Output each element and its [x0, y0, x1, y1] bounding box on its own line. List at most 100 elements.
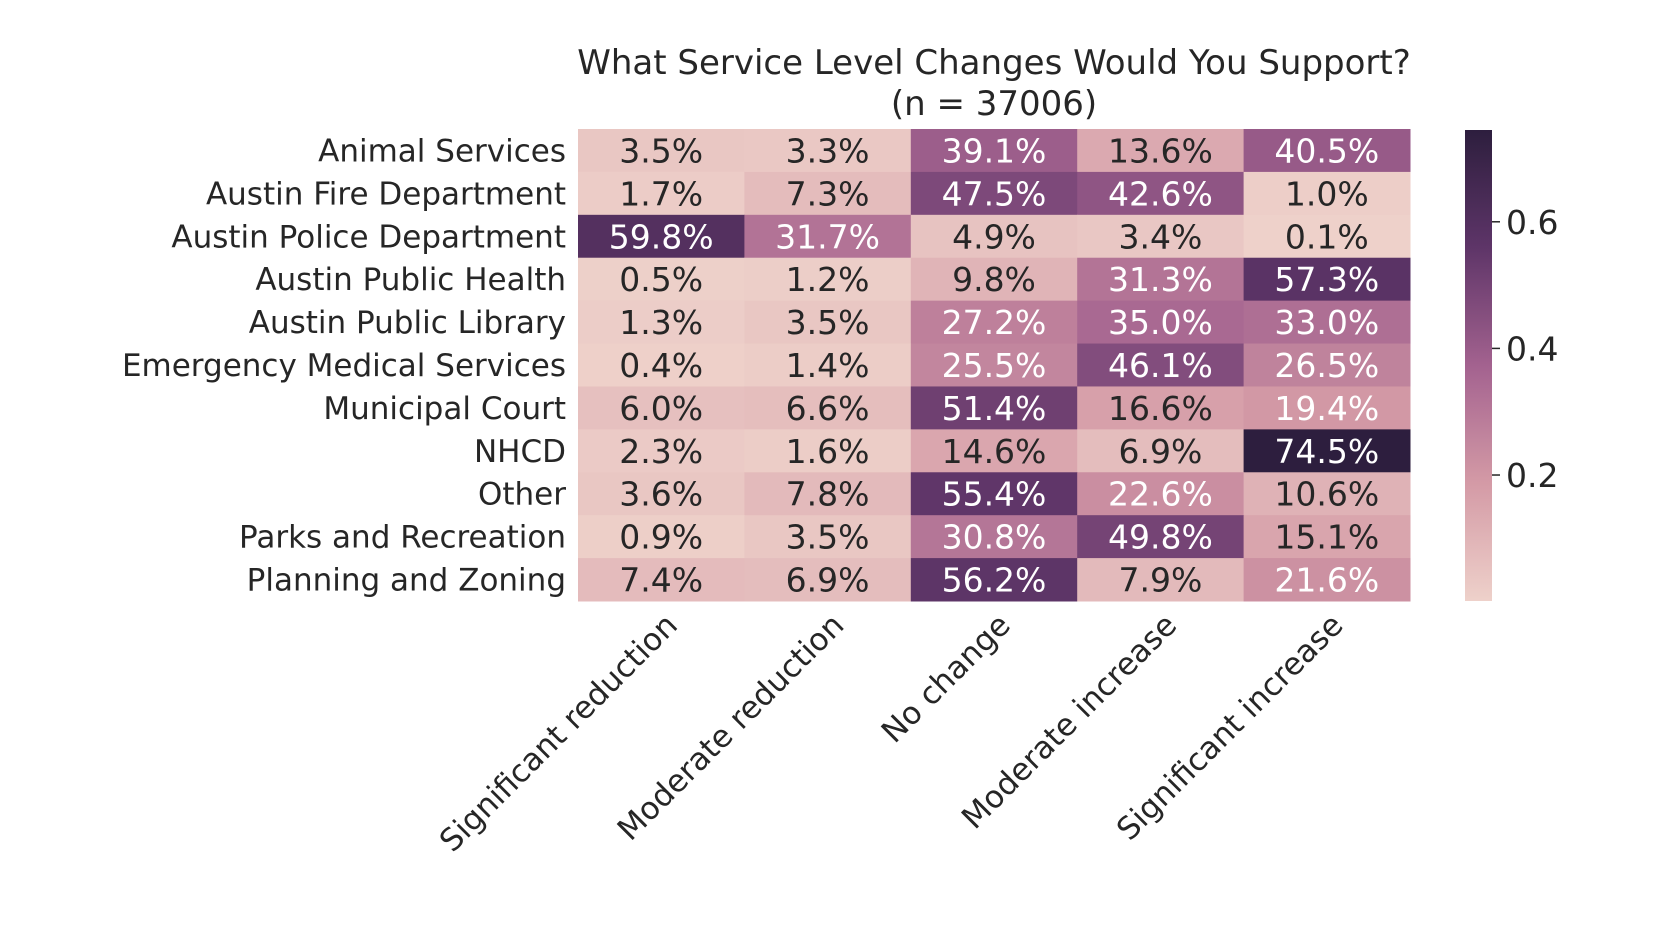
heatmap-cell — [578, 429, 745, 473]
heatmap-cell — [744, 257, 912, 302]
heatmap-cell — [910, 386, 1078, 430]
heatmap-cell — [1243, 386, 1411, 430]
cell-label: 7.4% — [619, 561, 703, 600]
heatmap-cell — [910, 300, 1078, 345]
heatmap-cell — [1077, 429, 1245, 473]
heatmap-cell — [578, 472, 745, 516]
cell-label: 19.4% — [1274, 389, 1379, 428]
cell-label: 31.7% — [775, 217, 880, 256]
heatmap-cell — [910, 171, 1078, 216]
cell-label: 6.9% — [786, 561, 870, 600]
heatmap-cell — [910, 558, 1078, 602]
cell-label: 42.6% — [1108, 174, 1213, 213]
cell-label: 4.9% — [952, 217, 1036, 256]
row-label: Planning and Zoning — [247, 563, 566, 599]
heatmap-cell — [1077, 515, 1245, 559]
cell-label: 31.3% — [1108, 260, 1213, 299]
cell-label: 10.6% — [1274, 475, 1379, 514]
heatmap-cell — [1077, 257, 1245, 302]
heatmap-cell — [578, 171, 745, 216]
row-label: NHCD — [474, 434, 566, 470]
row-label: Other — [478, 477, 566, 513]
heatmap-cell — [1243, 300, 1411, 345]
cell-label: 55.4% — [942, 475, 1047, 514]
row-label: Municipal Court — [323, 391, 566, 427]
heatmap-cell — [744, 429, 912, 473]
cell-label: 35.0% — [1108, 303, 1213, 342]
heatmap-cell — [744, 300, 912, 345]
cell-label: 59.8% — [609, 217, 714, 256]
heatmap-cell — [744, 171, 912, 216]
heatmap-cell — [578, 300, 745, 345]
row-label: Animal Services — [318, 133, 566, 169]
cell-label: 1.2% — [786, 260, 870, 299]
cell-label: 26.5% — [1274, 346, 1379, 385]
cell-label: 7.9% — [1118, 561, 1202, 600]
cell-label: 9.8% — [952, 260, 1036, 299]
heatmap-cell — [1077, 343, 1245, 387]
cell-label: 56.2% — [942, 561, 1047, 600]
heatmap-cell — [1077, 472, 1245, 516]
heatmap-cell — [578, 515, 745, 559]
cell-label: 14.6% — [942, 432, 1047, 471]
row-label: Austin Fire Department — [206, 176, 566, 212]
cell-label: 1.4% — [786, 346, 870, 385]
heatmap-cell — [910, 257, 1078, 302]
heatmap-cell — [1077, 386, 1245, 430]
chart-subtitle: (n = 37006) — [891, 84, 1097, 124]
heatmap-cell — [1243, 171, 1411, 216]
heatmap-cell — [744, 129, 912, 173]
heatmap-cell — [578, 129, 745, 173]
cell-label: 25.5% — [942, 346, 1047, 385]
heatmap-cell — [1243, 515, 1411, 559]
heatmap-cell — [1243, 257, 1411, 302]
heatmap-cell — [744, 515, 912, 559]
cell-label: 3.4% — [1118, 217, 1202, 256]
colorbar-tick-label: 0.6 — [1506, 203, 1558, 242]
heatmap-cell — [1077, 558, 1245, 602]
heatmap-cell — [744, 472, 912, 516]
row-label: Austin Public Health — [255, 262, 566, 298]
cell-label: 3.5% — [786, 518, 870, 557]
chart-title: What Service Level Changes Would You Sup… — [577, 43, 1411, 83]
row-label: Parks and Recreation — [239, 520, 566, 556]
heatmap-cell — [910, 214, 1078, 259]
cell-label: 1.3% — [619, 303, 703, 342]
cell-label: 16.6% — [1108, 389, 1213, 428]
heatmap-cell — [1243, 343, 1411, 387]
heatmap-cell — [1243, 429, 1411, 473]
heatmap-cell — [1077, 300, 1245, 345]
column-label: No change — [875, 607, 1018, 750]
heatmap-cell — [578, 214, 745, 259]
row-label: Emergency Medical Services — [122, 348, 566, 384]
cell-label: 40.5% — [1274, 131, 1379, 170]
heatmap-cell — [744, 386, 912, 430]
cell-label: 1.6% — [786, 432, 870, 471]
cell-label: 0.1% — [1285, 217, 1369, 256]
cell-label: 3.3% — [786, 131, 870, 170]
cell-label: 47.5% — [942, 174, 1047, 213]
heatmap-cell — [1243, 214, 1411, 259]
cell-label: 7.3% — [786, 174, 870, 213]
cell-label: 6.0% — [619, 389, 703, 428]
heatmap-cell — [1243, 558, 1411, 602]
cell-label: 27.2% — [942, 303, 1047, 342]
heatmap-cell — [578, 558, 745, 602]
heatmap-cell — [744, 558, 912, 602]
cell-label: 3.5% — [786, 303, 870, 342]
heatmap-cell — [744, 343, 912, 387]
cell-label: 51.4% — [942, 389, 1047, 428]
cell-label: 0.9% — [619, 518, 703, 557]
heatmap-cell — [910, 472, 1078, 516]
cell-label: 13.6% — [1108, 131, 1213, 170]
cell-label: 21.6% — [1274, 561, 1379, 600]
cell-label: 33.0% — [1274, 303, 1379, 342]
colorbar — [1465, 130, 1492, 601]
row-label: Austin Police Department — [171, 219, 566, 255]
cell-label: 22.6% — [1108, 475, 1213, 514]
cell-label: 39.1% — [942, 131, 1047, 170]
heatmap-cell — [1243, 472, 1411, 516]
colorbar-tick-label: 0.2 — [1506, 456, 1558, 495]
cell-label: 2.3% — [619, 432, 703, 471]
